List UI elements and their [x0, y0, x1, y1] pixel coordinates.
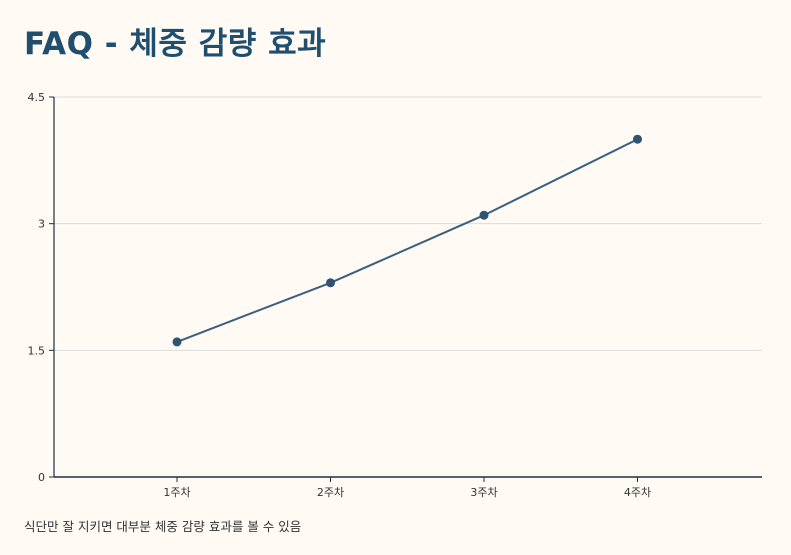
x-axis-ticks: 1주차 2주차 3주차 4주차	[163, 477, 651, 499]
chart-title: FAQ - 체중 감량 효과	[24, 26, 327, 62]
chart-caption: 식단만 잘 지키면 대부분 체중 감량 효과를 볼 수 있음	[24, 519, 302, 534]
data-point	[172, 337, 182, 347]
x-tick-label: 2주차	[317, 486, 344, 499]
data-point	[326, 278, 335, 288]
x-tick-label: 4주차	[624, 486, 651, 499]
x-tick-label: 3주차	[470, 486, 497, 499]
y-tick-label: 3	[38, 218, 45, 231]
series	[172, 134, 642, 347]
x-tick-label: 1주차	[163, 486, 190, 499]
y-tick-label: 4.5	[28, 91, 46, 104]
data-point	[479, 210, 489, 220]
y-tick-label: 1.5	[28, 344, 46, 357]
series-line	[176, 138, 638, 343]
y-tick-label: 0	[38, 471, 45, 484]
y-axis-ticks: 0 1.5 3 4.5	[28, 91, 54, 484]
axes	[53, 97, 762, 478]
data-point	[633, 134, 642, 144]
grid-lines	[54, 96, 762, 351]
